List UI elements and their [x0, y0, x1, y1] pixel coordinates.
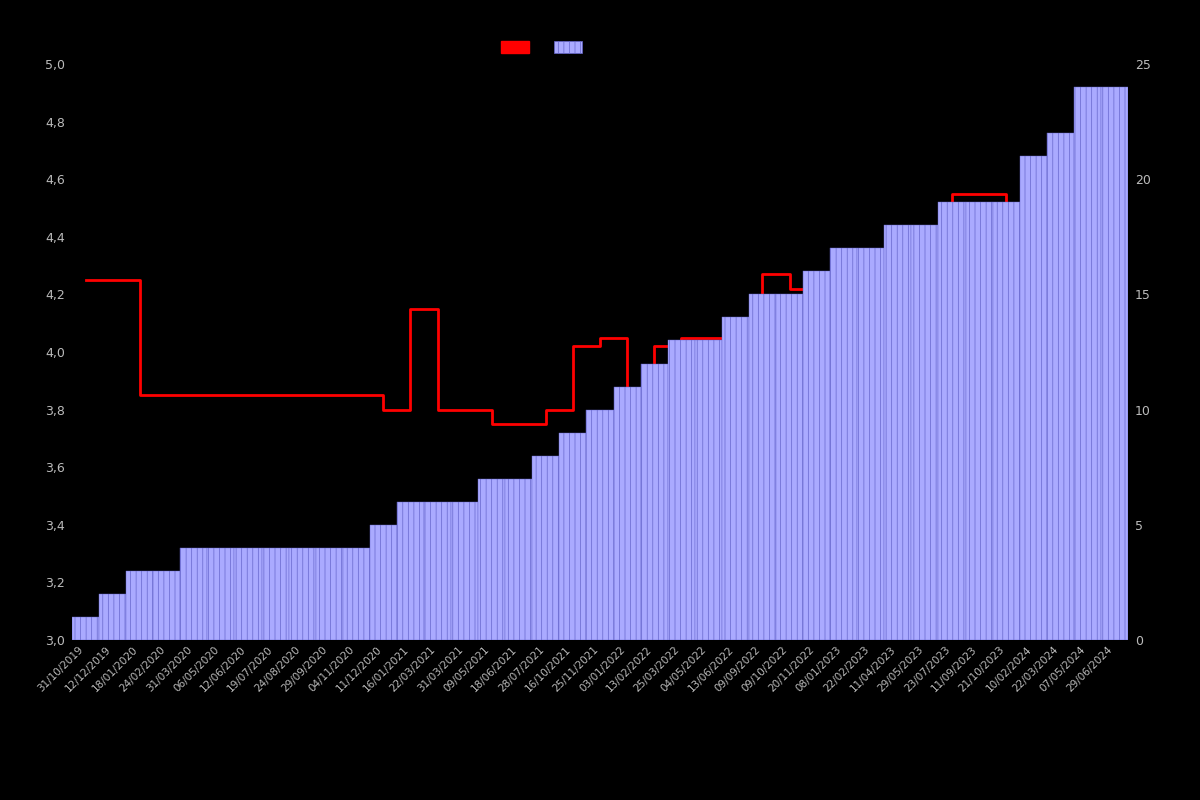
Bar: [1074, 87, 1100, 640]
Bar: [100, 594, 126, 640]
Bar: [695, 341, 722, 640]
Bar: [370, 525, 397, 640]
Bar: [776, 294, 803, 640]
Bar: [208, 548, 234, 640]
Bar: [234, 548, 262, 640]
Bar: [1020, 156, 1046, 640]
Bar: [803, 271, 830, 640]
Bar: [262, 548, 289, 640]
Bar: [587, 410, 613, 640]
Bar: [126, 571, 154, 640]
Bar: [154, 571, 180, 640]
Bar: [613, 386, 641, 640]
Bar: [180, 548, 208, 640]
Bar: [722, 318, 749, 640]
Bar: [451, 502, 478, 640]
Bar: [397, 502, 424, 640]
Bar: [533, 456, 559, 640]
Bar: [938, 202, 966, 640]
Bar: [1100, 87, 1128, 640]
Legend: , : ,: [497, 36, 598, 58]
Bar: [667, 341, 695, 640]
Bar: [749, 294, 776, 640]
Bar: [830, 248, 857, 640]
Bar: [478, 478, 505, 640]
Bar: [1046, 133, 1074, 640]
Bar: [289, 548, 316, 640]
Bar: [641, 363, 667, 640]
Bar: [505, 478, 533, 640]
Bar: [966, 202, 992, 640]
Bar: [424, 502, 451, 640]
Bar: [884, 226, 911, 640]
Bar: [992, 202, 1020, 640]
Bar: [559, 433, 587, 640]
Bar: [343, 548, 370, 640]
Bar: [857, 248, 884, 640]
Bar: [72, 617, 100, 640]
Bar: [911, 226, 938, 640]
Bar: [316, 548, 343, 640]
